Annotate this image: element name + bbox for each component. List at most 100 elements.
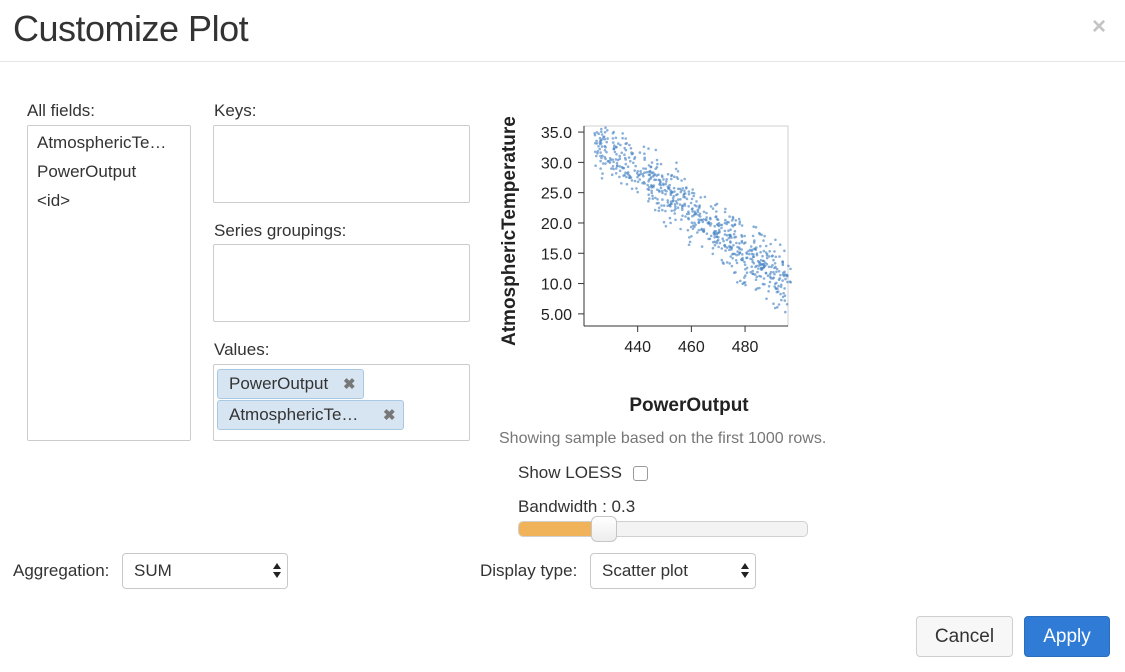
data-point bbox=[627, 156, 631, 159]
data-point bbox=[780, 298, 783, 302]
data-point bbox=[777, 278, 781, 282]
bandwidth-slider[interactable] bbox=[518, 521, 808, 537]
value-pill-power-output[interactable]: PowerOutput ✖ bbox=[217, 369, 364, 399]
display-type-select[interactable]: Scatter plot bbox=[590, 553, 756, 589]
series-groupings-label: Series groupings: bbox=[214, 221, 347, 240]
data-point bbox=[735, 241, 738, 245]
data-point bbox=[730, 219, 734, 222]
data-point bbox=[681, 208, 684, 211]
data-point bbox=[595, 142, 599, 145]
data-point bbox=[738, 222, 741, 226]
data-point bbox=[777, 284, 780, 288]
show-loess-checkbox[interactable] bbox=[633, 466, 648, 481]
data-point bbox=[624, 148, 628, 152]
data-point bbox=[784, 310, 787, 314]
data-point bbox=[773, 250, 776, 253]
field-item-power-output[interactable]: PowerOutput bbox=[37, 162, 137, 181]
data-point bbox=[786, 280, 789, 284]
aggregation-select[interactable]: SUM bbox=[122, 553, 288, 589]
data-point bbox=[752, 255, 756, 259]
data-point bbox=[682, 195, 685, 199]
data-point bbox=[741, 253, 744, 256]
data-point bbox=[626, 165, 630, 168]
data-point bbox=[749, 245, 753, 248]
data-point bbox=[744, 268, 747, 271]
data-point bbox=[643, 182, 646, 185]
sample-note: Showing sample based on the first 1000 r… bbox=[499, 430, 827, 447]
data-point bbox=[765, 262, 769, 266]
remove-icon[interactable]: ✖ bbox=[343, 376, 356, 393]
data-point bbox=[759, 262, 763, 266]
data-point bbox=[743, 276, 746, 279]
data-point bbox=[650, 186, 653, 189]
data-point bbox=[670, 202, 673, 205]
data-point bbox=[661, 198, 664, 201]
close-icon[interactable]: × bbox=[1092, 13, 1107, 40]
data-point bbox=[718, 241, 722, 245]
data-point bbox=[651, 197, 655, 200]
all-fields-list[interactable]: AtmosphericTe… PowerOutput <id> bbox=[27, 125, 191, 441]
data-point bbox=[728, 262, 731, 265]
data-point bbox=[600, 133, 604, 136]
data-point bbox=[626, 171, 630, 174]
data-point bbox=[729, 241, 732, 244]
data-point bbox=[642, 167, 645, 170]
data-point bbox=[735, 261, 739, 265]
data-point bbox=[693, 221, 696, 225]
data-point bbox=[752, 241, 756, 244]
data-point bbox=[596, 152, 599, 155]
data-point bbox=[761, 259, 765, 263]
data-point bbox=[681, 206, 684, 209]
data-point bbox=[651, 194, 654, 198]
data-point bbox=[769, 242, 772, 246]
field-item-atmospheric-temperature[interactable]: AtmosphericTe… bbox=[37, 133, 167, 152]
data-point bbox=[755, 264, 758, 268]
data-point bbox=[611, 158, 614, 161]
data-point bbox=[666, 199, 669, 202]
data-point bbox=[606, 137, 609, 140]
data-point bbox=[722, 239, 725, 243]
data-point bbox=[783, 270, 786, 274]
data-point bbox=[777, 270, 781, 273]
data-point bbox=[647, 193, 650, 196]
data-point bbox=[644, 167, 648, 170]
data-point bbox=[633, 169, 636, 172]
data-point bbox=[680, 179, 683, 182]
data-point bbox=[740, 248, 743, 251]
data-point bbox=[650, 184, 653, 187]
data-point bbox=[674, 167, 678, 171]
data-point bbox=[757, 267, 760, 270]
data-point bbox=[675, 202, 679, 205]
dialog-title: Customize Plot bbox=[13, 8, 249, 49]
data-point bbox=[603, 137, 607, 141]
data-point bbox=[783, 249, 786, 253]
bandwidth-slider-handle[interactable] bbox=[591, 516, 617, 542]
apply-button[interactable]: Apply bbox=[1024, 616, 1110, 657]
value-pill-atmospheric-temperature[interactable]: AtmosphericTe… ✖ bbox=[217, 400, 404, 430]
y-tick-label: 15.0 bbox=[541, 246, 572, 263]
cancel-button[interactable]: Cancel bbox=[916, 616, 1013, 657]
remove-icon[interactable]: ✖ bbox=[383, 407, 396, 424]
data-point bbox=[759, 275, 763, 278]
data-point bbox=[717, 236, 720, 239]
data-point bbox=[683, 177, 686, 181]
field-item-id[interactable]: <id> bbox=[37, 191, 71, 210]
data-point bbox=[787, 264, 790, 268]
data-point bbox=[625, 182, 629, 186]
data-point bbox=[603, 148, 607, 152]
data-point bbox=[685, 197, 689, 201]
data-point bbox=[751, 234, 755, 238]
data-point bbox=[608, 161, 612, 164]
data-point bbox=[601, 154, 604, 158]
data-point bbox=[697, 218, 700, 221]
data-point bbox=[739, 279, 742, 283]
data-point bbox=[735, 253, 738, 257]
data-point bbox=[723, 233, 727, 236]
series-groupings-dropzone[interactable] bbox=[213, 244, 470, 322]
y-axis-title: AtmosphericTemperature bbox=[499, 116, 520, 346]
keys-dropzone[interactable] bbox=[213, 125, 470, 203]
data-point bbox=[697, 214, 700, 217]
data-point bbox=[686, 228, 690, 232]
data-point bbox=[662, 204, 666, 207]
values-dropzone[interactable]: PowerOutput ✖ AtmosphericTe… ✖ bbox=[213, 364, 470, 441]
